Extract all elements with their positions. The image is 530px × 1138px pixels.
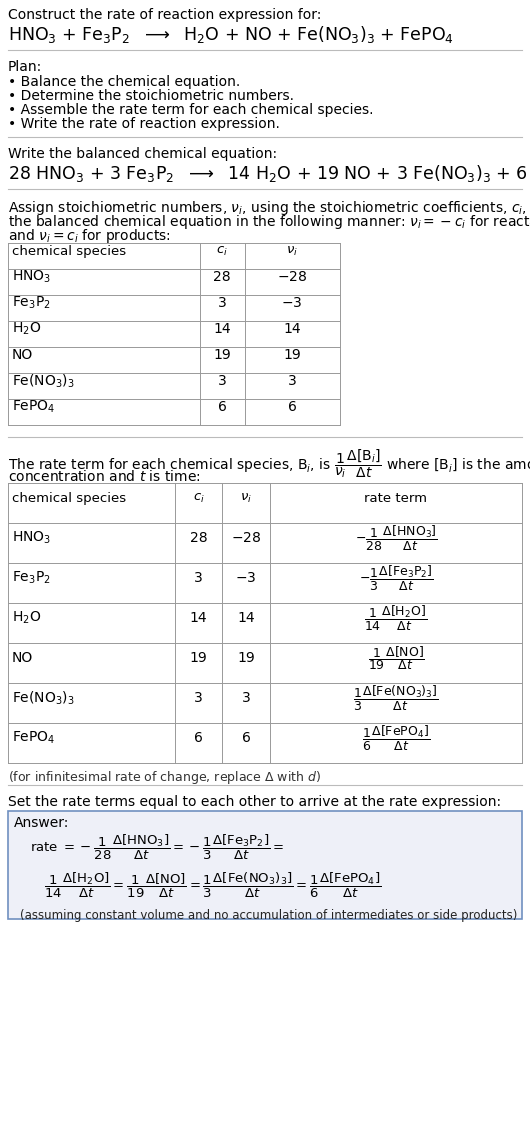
Text: $-28$: $-28$ [277,270,307,284]
Text: $-3$: $-3$ [235,571,257,585]
Text: Fe$_3$P$_2$: Fe$_3$P$_2$ [12,570,51,586]
Text: HNO$_3$: HNO$_3$ [12,269,51,286]
Text: Write the balanced chemical equation:: Write the balanced chemical equation: [8,147,277,160]
Text: $-3$: $-3$ [281,296,303,310]
Text: chemical species: chemical species [12,492,126,504]
Text: 6: 6 [242,731,251,745]
Text: 3: 3 [218,296,226,310]
Text: NO: NO [12,348,33,362]
Text: 3: 3 [288,374,296,388]
Text: H$_2$O: H$_2$O [12,321,41,337]
Text: 28 HNO$_3$ + 3 Fe$_3$P$_2$  $\longrightarrow$  14 H$_2$O + 19 NO + 3 Fe(NO$_3$)$: 28 HNO$_3$ + 3 Fe$_3$P$_2$ $\longrightar… [8,163,530,184]
Text: $c_i$: $c_i$ [192,492,205,504]
Text: $\dfrac{1}{3}\dfrac{\Delta[\mathrm{Fe(NO_3)_3}]}{\Delta t}$: $\dfrac{1}{3}\dfrac{\Delta[\mathrm{Fe(NO… [353,684,439,712]
Text: $-\dfrac{1}{28}\dfrac{\Delta[\mathrm{HNO_3}]}{\Delta t}$: $-\dfrac{1}{28}\dfrac{\Delta[\mathrm{HNO… [355,523,437,553]
Text: $\nu_i$: $\nu_i$ [240,492,252,504]
Text: $\nu_i$: $\nu_i$ [286,245,298,257]
Text: • Determine the stoichiometric numbers.: • Determine the stoichiometric numbers. [8,89,294,104]
Text: rate term: rate term [365,492,428,504]
Text: Answer:: Answer: [14,816,69,830]
Text: 14: 14 [190,611,207,625]
Text: Construct the rate of reaction expression for:: Construct the rate of reaction expressio… [8,8,321,22]
Text: (assuming constant volume and no accumulation of intermediates or side products): (assuming constant volume and no accumul… [20,909,517,922]
Text: 3: 3 [194,571,203,585]
Text: $c_i$: $c_i$ [216,245,228,257]
Text: 6: 6 [288,399,296,414]
Text: Fe(NO$_3$)$_3$: Fe(NO$_3$)$_3$ [12,690,75,707]
Text: 19: 19 [213,348,231,362]
Text: The rate term for each chemical species, B$_i$, is $\dfrac{1}{\nu_i}\dfrac{\Delt: The rate term for each chemical species,… [8,447,530,480]
Text: 19: 19 [190,651,207,665]
Text: 14: 14 [237,611,255,625]
Text: 3: 3 [218,374,226,388]
Text: $\dfrac{1}{14}\dfrac{\Delta[\mathrm{H_2O}]}{\Delta t} = \dfrac{1}{19}\dfrac{\Del: $\dfrac{1}{14}\dfrac{\Delta[\mathrm{H_2O… [44,871,382,900]
Text: concentration and $t$ is time:: concentration and $t$ is time: [8,469,201,484]
Text: FePO$_4$: FePO$_4$ [12,729,56,747]
Text: rate $= -\dfrac{1}{28}\dfrac{\Delta[\mathrm{HNO_3}]}{\Delta t} = -\dfrac{1}{3}\d: rate $= -\dfrac{1}{28}\dfrac{\Delta[\mat… [30,833,284,863]
Text: 14: 14 [283,322,301,336]
Text: NO: NO [12,651,33,665]
FancyBboxPatch shape [8,811,522,920]
Text: Fe(NO$_3$)$_3$: Fe(NO$_3$)$_3$ [12,372,75,389]
Text: 6: 6 [194,731,203,745]
Text: $-\dfrac{1}{3}\dfrac{\Delta[\mathrm{Fe_3P_2}]}{\Delta t}$: $-\dfrac{1}{3}\dfrac{\Delta[\mathrm{Fe_3… [359,563,434,593]
Text: 28: 28 [213,270,231,284]
Text: 19: 19 [237,651,255,665]
Text: • Balance the chemical equation.: • Balance the chemical equation. [8,75,240,89]
Text: 3: 3 [242,691,250,706]
Text: Assign stoichiometric numbers, $\nu_i$, using the stoichiometric coefficients, $: Assign stoichiometric numbers, $\nu_i$, … [8,199,530,217]
Text: 6: 6 [217,399,226,414]
Text: $\dfrac{1}{14}\dfrac{\Delta[\mathrm{H_2O}]}{\Delta t}$: $\dfrac{1}{14}\dfrac{\Delta[\mathrm{H_2O… [365,603,428,633]
Text: Set the rate terms equal to each other to arrive at the rate expression:: Set the rate terms equal to each other t… [8,795,501,809]
Text: the balanced chemical equation in the following manner: $\nu_i = -c_i$ for react: the balanced chemical equation in the fo… [8,213,530,231]
Text: FePO$_4$: FePO$_4$ [12,398,56,415]
Text: $\dfrac{1}{19}\dfrac{\Delta[\mathrm{NO}]}{\Delta t}$: $\dfrac{1}{19}\dfrac{\Delta[\mathrm{NO}]… [367,644,425,671]
Text: H$_2$O: H$_2$O [12,610,41,626]
Text: 3: 3 [194,691,203,706]
Text: • Write the rate of reaction expression.: • Write the rate of reaction expression. [8,117,280,131]
Text: (for infinitesimal rate of change, replace $\Delta$ with $d$): (for infinitesimal rate of change, repla… [8,769,321,786]
Text: and $\nu_i = c_i$ for products:: and $\nu_i = c_i$ for products: [8,226,171,245]
Text: • Assemble the rate term for each chemical species.: • Assemble the rate term for each chemic… [8,104,374,117]
Text: $\dfrac{1}{6}\dfrac{\Delta[\mathrm{FePO_4}]}{\Delta t}$: $\dfrac{1}{6}\dfrac{\Delta[\mathrm{FePO_… [362,724,430,752]
Text: 19: 19 [283,348,301,362]
Text: HNO$_3$ + Fe$_3$P$_2$  $\longrightarrow$  H$_2$O + NO + Fe(NO$_3$)$_3$ + FePO$_4: HNO$_3$ + Fe$_3$P$_2$ $\longrightarrow$ … [8,24,454,46]
Text: $-28$: $-28$ [231,531,261,545]
Text: HNO$_3$: HNO$_3$ [12,530,51,546]
Text: Fe$_3$P$_2$: Fe$_3$P$_2$ [12,295,51,311]
Text: 14: 14 [213,322,231,336]
Text: chemical species: chemical species [12,245,126,257]
Text: Plan:: Plan: [8,60,42,74]
Text: 28: 28 [190,531,207,545]
